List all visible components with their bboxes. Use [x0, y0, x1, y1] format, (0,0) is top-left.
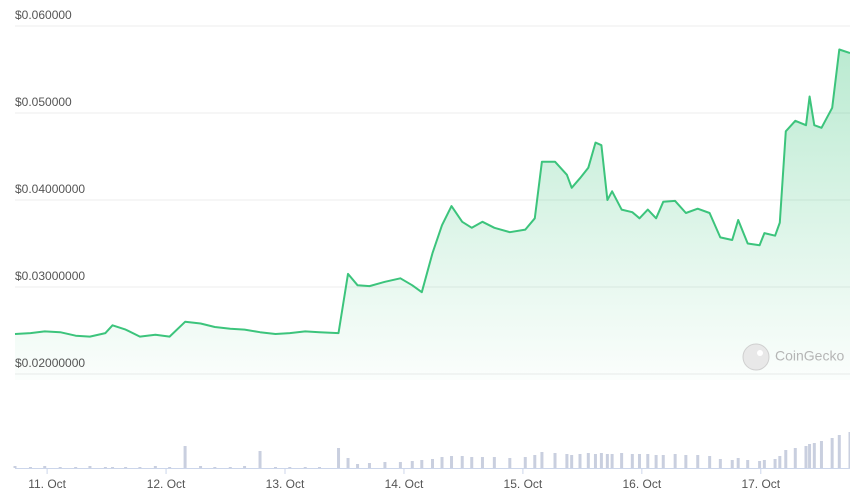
volume-bar [570, 455, 574, 468]
volume-bar [673, 454, 677, 468]
volume-bar [258, 451, 262, 468]
volume-bar [837, 435, 841, 468]
volume-bar [213, 467, 217, 468]
volume-bar [696, 455, 700, 468]
volume-bar [784, 450, 788, 468]
volume-bar [383, 462, 387, 468]
volume-bar [578, 454, 582, 468]
volume-bar [346, 458, 350, 468]
volume-bar [470, 457, 474, 468]
volume-bar [74, 467, 78, 468]
volume-bar [762, 460, 766, 468]
volume-bar [736, 458, 740, 468]
volume-bar [124, 467, 128, 468]
volume-bar [288, 467, 292, 468]
volume-bar [730, 460, 734, 468]
volume-bar [586, 453, 590, 468]
volume-bar [168, 467, 172, 468]
volume-bar [508, 458, 512, 468]
volume-bar [718, 459, 722, 468]
volume-bar [199, 466, 203, 468]
volume-bar [410, 461, 414, 468]
volume-bar [708, 456, 712, 468]
x-tick-label: 12. Oct [147, 477, 186, 491]
volume-bar [661, 455, 665, 468]
volume-bar [654, 455, 658, 468]
volume-bar [58, 467, 62, 468]
volume-bar [28, 467, 32, 468]
area [15, 49, 850, 380]
volume-bar [553, 453, 557, 468]
volume-bar [540, 452, 544, 468]
x-tick-label: 17. Oct [741, 477, 780, 491]
volume-bar [183, 446, 187, 468]
volume-bar [848, 432, 850, 468]
x-tick-label: 16. Oct [623, 477, 662, 491]
volume-bar [646, 454, 650, 468]
volume-bar [830, 438, 834, 468]
volume-bar [684, 455, 688, 468]
volume-bar [637, 454, 641, 468]
x-tick-label: 14. Oct [385, 477, 424, 491]
volume-bar [367, 463, 371, 468]
y-tick-label: $0.03000000 [15, 269, 85, 283]
volume-bar [153, 466, 157, 468]
volume-bar [804, 446, 808, 468]
volume-bar [273, 467, 277, 468]
volume-bar [565, 454, 569, 468]
y-tick-label: $0.060000 [15, 8, 72, 22]
volume-bar [758, 461, 762, 468]
volume-bar [450, 456, 454, 468]
volume-bar [138, 467, 142, 468]
volume-bar [819, 441, 823, 468]
volume-bar [43, 466, 47, 468]
volume-bar [13, 466, 17, 468]
volume-bar [630, 454, 634, 468]
volume-bar [593, 454, 597, 468]
x-tick-label: 15. Oct [504, 477, 543, 491]
volume-bar [111, 467, 115, 468]
volume-bar [303, 467, 307, 468]
watermark-logo [742, 343, 770, 371]
volume-bar [318, 467, 322, 468]
volume-bar [420, 460, 424, 468]
volume-bar [440, 457, 444, 468]
price-line [14, 48, 850, 338]
volume-bar [356, 464, 360, 468]
volume-bar [793, 448, 797, 468]
volume-bar [812, 443, 816, 468]
volume-bar [773, 459, 777, 468]
volume-bar [480, 457, 484, 468]
volume-bar [746, 460, 750, 468]
volume-bar [431, 459, 434, 468]
volume-bar [778, 456, 782, 468]
watermark: CoinGecko [775, 348, 844, 364]
y-tick-label: $0.050000 [15, 95, 72, 109]
volume-bar [808, 444, 812, 468]
y-tick-label: $0.04000000 [15, 182, 85, 196]
volume-bar [337, 448, 341, 468]
watermark-logo-eye [757, 350, 763, 356]
volume-bar [533, 455, 537, 468]
volume-bar [243, 466, 247, 468]
volume-bar [610, 454, 614, 468]
volume-bar [599, 453, 603, 468]
volume-bar [88, 466, 92, 468]
x-tick-label: 11. Oct [28, 477, 66, 491]
x-tick-label: 13. Oct [266, 477, 305, 491]
volume-bar [605, 454, 609, 468]
y-tick-label: $0.02000000 [15, 356, 85, 370]
volume-bar [492, 457, 496, 468]
volume-bar [228, 467, 232, 468]
volume-bar [523, 457, 527, 468]
volume-bar [103, 467, 107, 468]
volume-bar [398, 462, 402, 468]
plot-area [13, 48, 850, 468]
volume-bar [620, 453, 624, 468]
volume-bar [460, 456, 464, 468]
